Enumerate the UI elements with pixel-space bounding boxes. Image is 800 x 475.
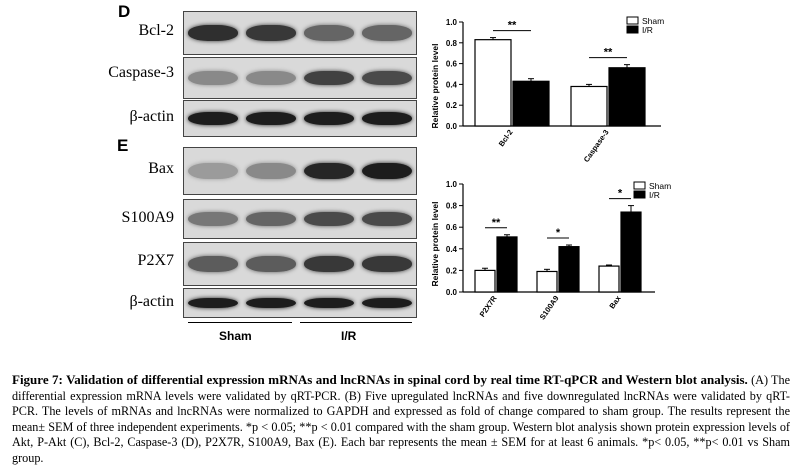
category-label: Bcl-2 [497,128,515,148]
significance-marker: ** [508,20,517,32]
blot-band [188,256,238,272]
blot-band [362,112,412,125]
y-tick-label: 0.2 [446,266,458,275]
category-label: Bax [607,293,623,310]
y-tick-label: 0.4 [446,245,458,254]
y-tick-label: 0.8 [446,39,458,48]
blot-band [304,112,354,125]
legend-label: I/R [642,25,653,35]
y-tick-label: 0.2 [446,101,458,110]
blot-label-bcl2: Bcl-2 [138,22,174,39]
bar-sham [570,85,608,127]
legend-label: I/R [649,190,660,200]
y-tick-label: 0.0 [446,288,458,297]
blot-band [362,25,412,41]
blot-label-caspase3: Caspase-3 [108,64,174,81]
panel-e-letter: E [117,136,129,155]
blot-label-s100a9: S100A9 [121,209,174,226]
chart-e: Relative protein level 0.0 0.2 0.4 0.6 0.8 1.… [430,180,671,321]
blot-label-bax: Bax [148,160,174,177]
y-tick-label: 0.6 [446,60,458,69]
y-tick-label: 0.4 [446,80,458,89]
significance-marker: * [556,227,561,239]
blot-strip-bax [183,147,417,195]
bar-ir [496,236,518,293]
significance-marker: ** [492,217,501,229]
y-tick-label: 0.0 [446,122,458,131]
blot-band [188,25,238,41]
blot-label-beta-actin-e: β-actin [129,293,174,310]
bar-sham [536,270,558,293]
blot-band [304,70,354,86]
blot-band [246,212,296,226]
category-label: S100A9 [538,294,561,321]
chart-d-ylabel: Relative protein level [430,43,440,128]
caption-body: (A) The differential expression mRNA lev… [12,373,790,465]
blot-band [362,162,412,180]
legend-swatch [633,181,646,190]
bar-ir [558,246,580,293]
legend-swatch [626,25,639,34]
blot-strip-s100a9 [183,199,417,239]
group-label-ir: I/R [341,329,357,343]
bar-ir [608,67,646,127]
blot-strip-bcl2 [183,11,417,55]
blot-band [304,162,354,180]
legend-swatch [626,16,639,25]
y-tick-label: 0.6 [446,223,458,232]
y-tick-label: 1.0 [446,18,458,27]
blot-band [304,212,354,226]
blot-label-p2x7: P2X7 [137,252,174,269]
significance-marker: * [618,188,623,200]
bar-ir [620,211,642,293]
blot-band [246,25,296,41]
blot-band [188,112,238,125]
blot-band [246,70,296,86]
caption-title: Figure 7: Validation of differential exp… [12,372,748,387]
category-label: Caspase-3 [582,128,611,164]
blot-band [304,256,354,272]
blot-band [362,212,412,226]
significance-marker: ** [604,47,613,59]
bar-sham [474,39,512,127]
ir-group-line [300,322,412,323]
bar-ir [512,80,550,127]
blot-label-beta-actin-d: β-actin [129,108,174,125]
blot-strip-beta-actin-d [183,100,417,137]
blot-band [362,256,412,272]
blot-strip-caspase3 [183,57,417,99]
legend-label: Sham [642,16,664,26]
y-tick-label: 1.0 [446,180,458,189]
blot-band [188,297,238,309]
panel-d-letter: D [118,2,131,21]
figure-caption: Figure 7: Validation of differential exp… [12,372,790,467]
blot-band [362,297,412,309]
blot-band [188,162,238,180]
blot-band [246,297,296,309]
chart-d: Relative protein level 0.0 0.2 0.4 0.6 0.8 1.… [430,16,664,164]
blot-band [246,112,296,125]
sham-group-line [188,322,292,323]
blot-strip-p2x7 [183,242,417,286]
bar-sham [474,269,496,293]
blot-band [188,70,238,86]
group-label-sham: Sham [219,329,252,343]
chart-e-ylabel: Relative protein level [430,201,440,286]
blot-band [304,297,354,309]
blot-band [362,70,412,86]
legend-swatch [633,190,646,199]
bar-sham [598,265,620,293]
y-tick-label: 0.8 [446,202,458,211]
category-label: P2X7R [478,294,499,319]
blot-strip-beta-actin-e [183,288,417,318]
blot-band [246,256,296,272]
blot-band [188,212,238,226]
legend-label: Sham [649,181,671,191]
blot-band [246,162,296,180]
blot-band [304,25,354,41]
